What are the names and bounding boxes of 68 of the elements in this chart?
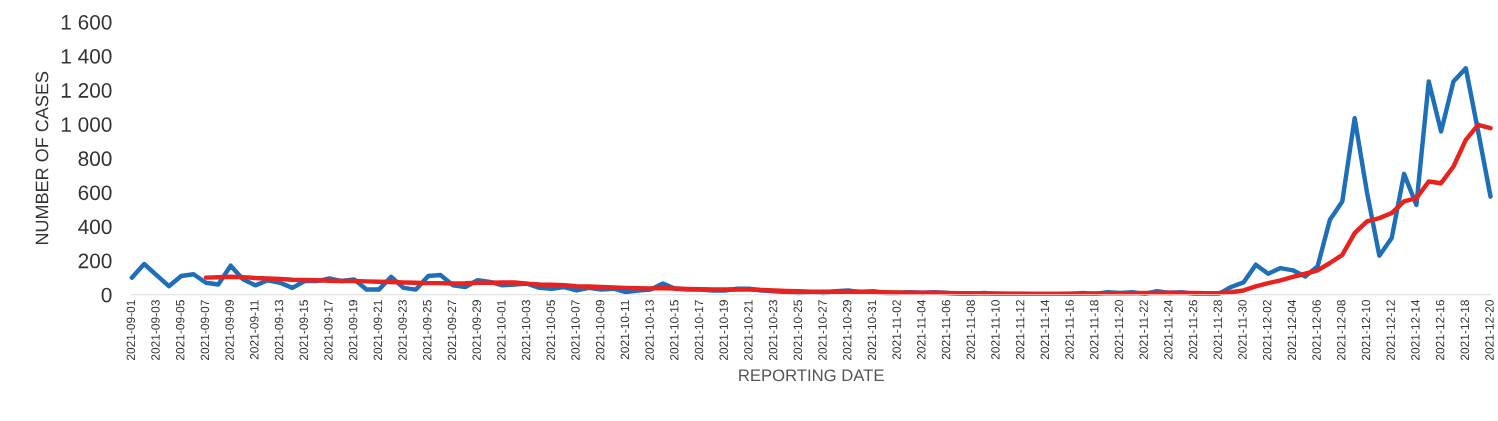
x-tick-label: 2021-12-16 (1435, 300, 1445, 361)
x-tick-label: 2021-11-28 (1213, 300, 1222, 360)
x-tick-label: 2021-12-10 (1361, 300, 1371, 361)
x-tick-label: 2021-10-17 (694, 300, 704, 361)
x-tick-label: 2021-10-09 (595, 300, 605, 361)
x-tick-label: 2021-12-02 (1262, 300, 1272, 361)
x-tick-label: 2021-09-07 (200, 300, 210, 361)
y-tick-label: 200 (78, 253, 112, 269)
x-tick-label: 2021-12-06 (1312, 300, 1321, 361)
x-tick-label: 2021-09-19 (348, 300, 358, 361)
y-tick-label: 1 000 (61, 117, 112, 132)
x-tick-label: 2021-10-23 (768, 300, 778, 361)
x-tick-label: 2021-09-13 (274, 300, 284, 361)
x-tick-label: 2021-10-25 (793, 300, 803, 361)
x-tick-label: 2021-11-06 (941, 300, 951, 360)
y-tick-label: 400 (78, 219, 112, 235)
x-tick-label: 2021-09-01 (126, 300, 136, 361)
x-tick-label: 2021-09-23 (398, 300, 407, 361)
x-tick-label: 2021-11-16 (1065, 300, 1074, 360)
x-axis-title: REPORTING DATE (739, 369, 884, 382)
x-tick-label: 2021-09-29 (472, 300, 481, 361)
y-tick-label: 1 200 (61, 83, 112, 98)
x-tick-label: 2021-12-12 (1386, 300, 1395, 361)
x-tick-label: 2021-09-21 (373, 300, 383, 361)
x-tick-label: 2021-09-25 (423, 300, 432, 361)
x-tick-label: 2021-10-31 (867, 300, 877, 361)
y-axis-title: NUMBER OF CASES (35, 71, 49, 245)
x-tick-label: 2021-10-27 (818, 300, 827, 361)
x-tick-label: 2021-10-01 (497, 300, 506, 361)
x-tick-label: 2021-09-11 (250, 300, 259, 360)
x-tick-label: 2021-11-22 (1139, 300, 1148, 360)
x-tick-label: 2021-11-18 (1090, 300, 1099, 360)
y-tick-label: 800 (78, 151, 112, 167)
x-tick-label: 2021-12-18 (1460, 300, 1470, 361)
x-tick-label: 2021-11-04 (917, 299, 926, 360)
x-tick-label: 2021-09-15 (299, 300, 308, 361)
x-tick-label: 2021-09-09 (225, 300, 234, 361)
x-tick-label: 2021-09-27 (447, 300, 457, 361)
x-tick-label: 2021-12-20 (1485, 300, 1494, 361)
x-tick-label: 2021-10-19 (719, 300, 728, 361)
x-tick-label: 2021-10-11 (620, 300, 630, 360)
x-tick-label: 2021-10-05 (546, 300, 555, 361)
x-tick-label: 2021-12-04 (1287, 299, 1297, 361)
x-tick-label: 2021-11-02 (892, 300, 901, 360)
x-tick-label: 2021-11-30 (1238, 300, 1247, 360)
y-tick-label: 0 (101, 287, 112, 303)
x-tick-label: 2021-11-08 (966, 300, 975, 360)
x-tick-label: 2021-10-21 (744, 300, 753, 361)
x-tick-label: 2021-11-24 (1164, 299, 1173, 360)
x-tick-label: 2021-11-26 (1188, 300, 1198, 360)
line-series (203, 122, 1493, 297)
x-tick-label: 2021-10-15 (670, 300, 679, 361)
y-tick-label: 1 600 (61, 14, 112, 30)
y-tick-label: 1 400 (61, 48, 112, 64)
x-tick-label: 2021-10-13 (645, 300, 654, 361)
x-tick-label: 2021-10-07 (571, 300, 580, 361)
x-tick-label: 2021-11-10 (991, 300, 1000, 360)
x-tick-label: 2021-12-08 (1337, 300, 1346, 361)
x-tick-label: 2021-09-05 (175, 300, 185, 361)
x-tick-label: 2021-11-12 (1015, 300, 1025, 360)
x-tick-label: 2021-09-17 (324, 300, 333, 361)
x-tick-label: 2021-11-14 (1040, 299, 1050, 360)
x-tick-label: 2021-10-29 (842, 300, 852, 361)
x-tick-label: 2021-11-20 (1114, 300, 1124, 360)
x-tick-label: 2021-10-03 (521, 300, 531, 361)
y-tick-label: 600 (78, 185, 112, 201)
x-tick-label: 2021-12-14 (1411, 299, 1420, 361)
x-tick-label: 2021-09-03 (151, 300, 160, 361)
